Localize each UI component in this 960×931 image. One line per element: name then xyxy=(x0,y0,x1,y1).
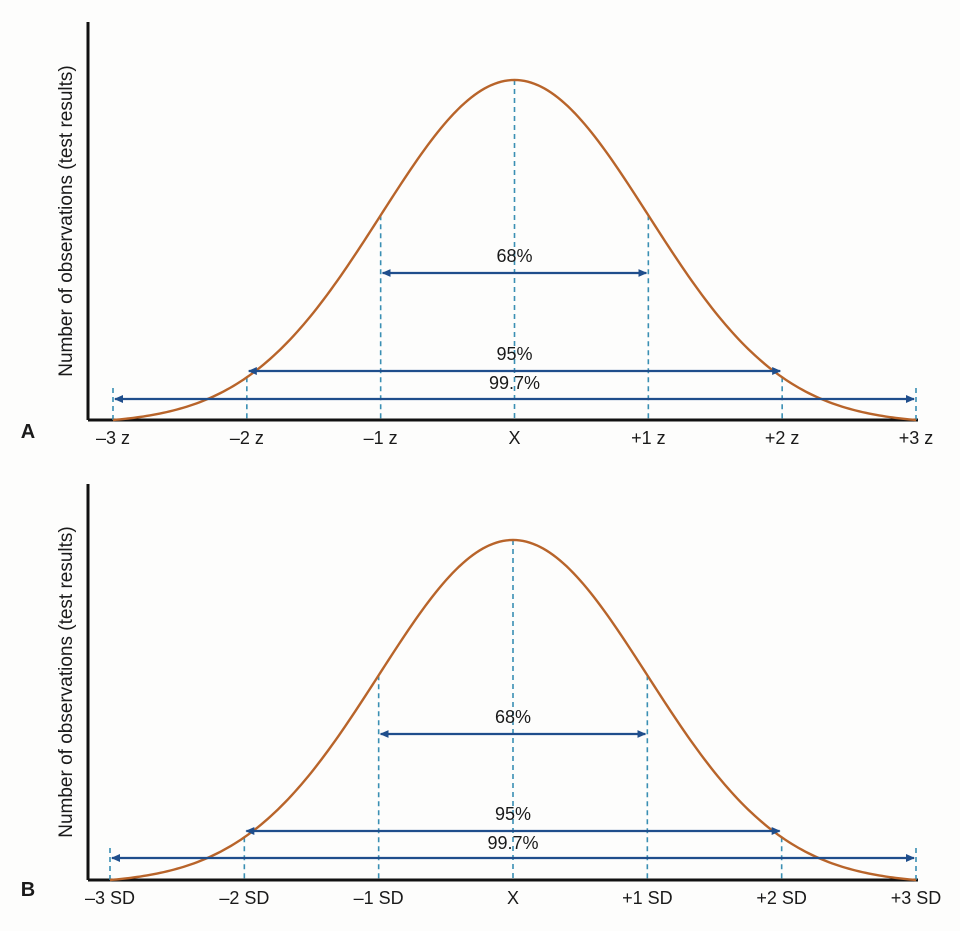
chart-panel-a: A Number of observations (test results) 68… xyxy=(21,22,933,448)
interval-label: 68% xyxy=(495,707,531,727)
x-tick-label: –2 z xyxy=(230,428,264,448)
x-tick-label: +1 z xyxy=(631,428,666,448)
y-axis-label: Number of observations (test results) xyxy=(56,526,77,838)
x-tick-label: –2 SD xyxy=(219,888,269,908)
x-tick-label: +3 SD xyxy=(891,888,942,908)
interval-label: 99.7% xyxy=(487,833,538,853)
x-tick-label: –3 SD xyxy=(85,888,135,908)
x-tick-label: –1 SD xyxy=(354,888,404,908)
bell-curve xyxy=(112,78,917,422)
x-tick-label: +2 SD xyxy=(756,888,807,908)
panel-label: B xyxy=(21,879,35,901)
bell-curve xyxy=(109,538,917,882)
x-tick-label: +3 z xyxy=(899,428,934,448)
x-tick-label: X xyxy=(507,888,519,908)
panel-label: A xyxy=(21,421,35,443)
interval-label: 68% xyxy=(496,246,532,266)
chart-panel-b: B Number of observations (test results) 68… xyxy=(21,484,941,908)
x-tick-label: –1 z xyxy=(364,428,398,448)
x-tick-label: +1 SD xyxy=(622,888,673,908)
y-axis-label: Number of observations (test results) xyxy=(56,65,77,377)
interval-label: 95% xyxy=(495,804,531,824)
x-tick-label: +2 z xyxy=(765,428,800,448)
interval-label: 95% xyxy=(496,344,532,364)
x-tick-label: X xyxy=(508,428,520,448)
x-tick-label: –3 z xyxy=(96,428,130,448)
interval-label: 99.7% xyxy=(489,373,540,393)
